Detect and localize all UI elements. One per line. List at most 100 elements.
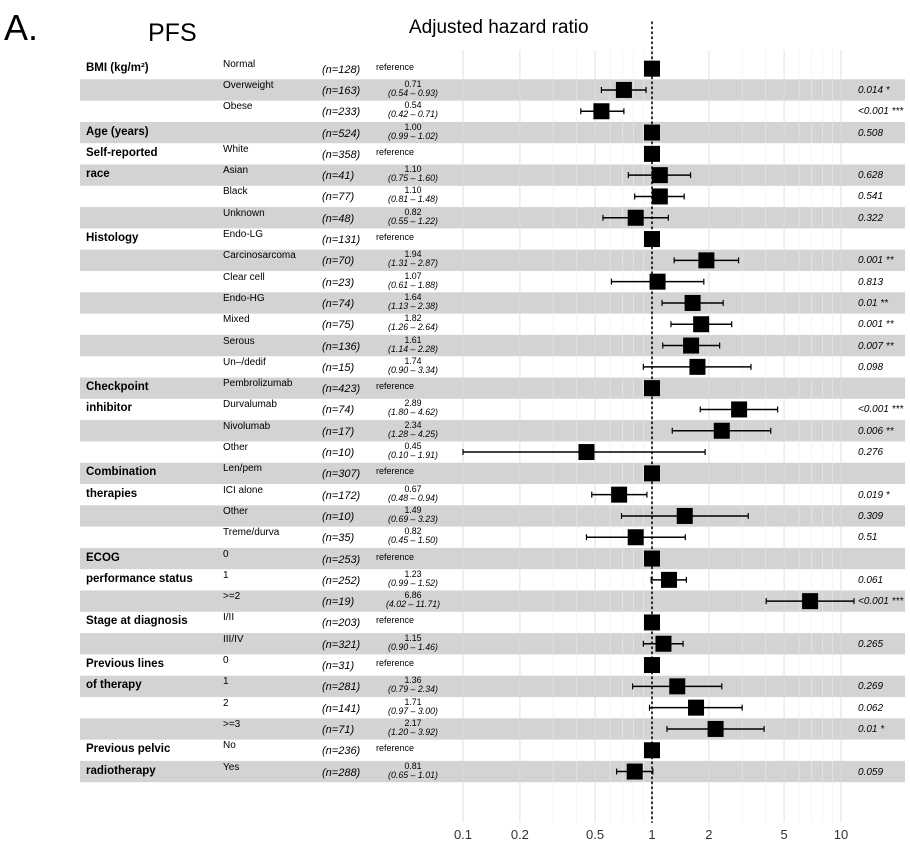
level-label: Mixed	[223, 314, 250, 326]
n-label: (n=128)	[322, 63, 361, 76]
p-value: 0.265	[858, 638, 884, 650]
ci-text: (1.28 – 4.25)	[388, 428, 438, 439]
p-value: 0.541	[858, 191, 884, 203]
level-label: Other	[223, 442, 249, 454]
ci-text: (1.13 – 2.38)	[388, 300, 438, 311]
row-band	[80, 377, 905, 399]
n-label: (n=141)	[322, 702, 361, 715]
hr-marker	[593, 103, 610, 120]
level-label: Un–/dedif	[223, 356, 266, 368]
ci-text: (1.20 – 3.92)	[388, 726, 438, 737]
hr-text: 1.23	[404, 568, 422, 579]
n-label: (n=423)	[322, 383, 361, 396]
hr-text: reference	[376, 146, 415, 157]
p-value: 0.508	[858, 127, 884, 139]
n-label: (n=203)	[322, 617, 361, 630]
level-label: Carcinosarcoma	[223, 250, 296, 262]
n-label: (n=236)	[322, 745, 361, 758]
hr-text: reference	[376, 551, 415, 562]
n-label: (n=10)	[322, 510, 355, 523]
hr-text: 1.82	[404, 313, 422, 324]
variable-label: BMI (kg/m²)	[86, 61, 149, 74]
ci-text: (0.42 – 0.71)	[388, 109, 438, 120]
ci-text: (0.48 – 0.94)	[388, 492, 438, 503]
ci-text: (0.69 – 3.23)	[388, 513, 438, 524]
x-tick-label: 5	[780, 827, 788, 842]
p-value: 0.062	[858, 702, 884, 714]
ci-text: (0.75 – 1.60)	[388, 173, 438, 184]
level-label: Normal	[223, 58, 256, 70]
hr-text: 2.34	[404, 419, 422, 430]
level-label: Endo-HG	[223, 292, 265, 304]
ci-text: (0.79 – 2.34)	[388, 684, 438, 695]
x-tick-label: 0.1	[453, 827, 473, 842]
hr-text: 0.82	[404, 206, 422, 217]
p-value: 0.628	[858, 170, 884, 182]
level-label: Clear cell	[223, 271, 265, 283]
variable-label: Combination	[86, 466, 157, 479]
hr-marker	[627, 529, 644, 546]
variable-label: Stage at diagnosis	[86, 615, 188, 628]
p-value: 0.309	[858, 510, 884, 522]
row-band	[80, 547, 905, 570]
level-label: III/IV	[223, 633, 244, 645]
hr-text: 0.54	[404, 100, 422, 111]
level-label: Other	[223, 505, 249, 517]
p-value: 0.269	[858, 681, 884, 693]
x-tick-label: 10	[833, 827, 849, 842]
n-label: (n=172)	[322, 489, 361, 502]
n-label: (n=74)	[322, 404, 355, 417]
hr-marker	[644, 614, 660, 631]
hr-text: reference	[376, 658, 415, 669]
row-band	[80, 420, 905, 442]
variable-label: Histology	[86, 232, 139, 245]
row-band	[80, 462, 905, 484]
p-value: 0.059	[858, 766, 884, 778]
p-value: 0.014 *	[858, 84, 890, 96]
n-label: (n=253)	[322, 553, 361, 566]
hr-text: 2.89	[404, 398, 422, 409]
n-label: (n=288)	[322, 766, 361, 779]
hr-marker	[688, 699, 705, 716]
hr-marker	[626, 763, 643, 780]
row-band	[80, 249, 905, 271]
chart-title: Adjusted hazard ratio	[409, 17, 589, 38]
row-band	[80, 334, 905, 357]
row-band	[80, 760, 905, 783]
variable-label: Age (years)	[86, 125, 149, 138]
level-label: Nivolumab	[223, 420, 271, 432]
p-value: 0.006 **	[858, 425, 894, 437]
n-label: (n=524)	[322, 127, 361, 140]
hr-marker	[713, 422, 730, 439]
hr-marker	[644, 124, 660, 141]
hr-marker	[669, 678, 686, 695]
level-label: 0	[223, 548, 229, 560]
level-label: Endo-LG	[223, 229, 264, 241]
n-label: (n=41)	[322, 170, 355, 183]
variable-label: race	[86, 168, 110, 181]
variable-label: therapies	[86, 487, 138, 500]
n-label: (n=75)	[322, 319, 355, 332]
p-value: 0.098	[858, 361, 884, 373]
n-label: (n=358)	[322, 148, 361, 161]
hr-marker	[698, 252, 715, 269]
ci-text: (0.54 – 0.93)	[388, 87, 438, 98]
x-tick-label: 2	[705, 827, 713, 842]
hr-marker	[684, 294, 701, 311]
hr-marker	[644, 742, 660, 759]
level-label: Black	[223, 186, 248, 198]
hr-text: 0.81	[404, 760, 422, 771]
hr-text: 1.10	[404, 164, 422, 175]
hr-text: reference	[376, 61, 415, 72]
ci-text: (0.61 – 1.88)	[388, 279, 438, 290]
ci-text: (0.45 – 1.50)	[388, 535, 438, 546]
p-value: 0.001 **	[858, 319, 894, 331]
n-label: (n=71)	[322, 723, 355, 736]
p-value: 0.019 *	[858, 489, 890, 501]
ci-text: (0.99 – 1.52)	[388, 577, 438, 588]
hr-marker	[644, 657, 660, 674]
hr-marker	[644, 145, 660, 162]
hr-marker	[644, 465, 660, 482]
level-label: 1	[223, 676, 229, 688]
